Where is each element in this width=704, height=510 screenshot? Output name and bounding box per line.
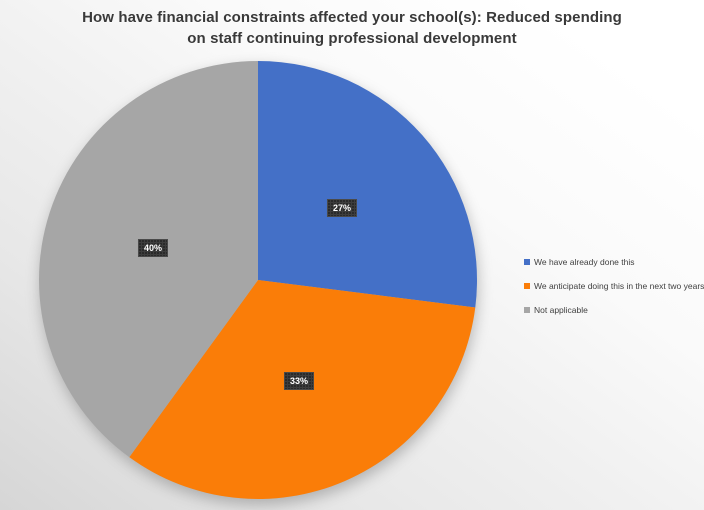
- legend: We have already done this We anticipate …: [524, 258, 704, 330]
- legend-swatch-gray-icon: [524, 307, 530, 313]
- pie-slice-not-applicable[interactable]: [39, 61, 258, 458]
- chart-title: How have financial constraints affected …: [82, 9, 622, 47]
- legend-item-not-applicable[interactable]: Not applicable: [524, 306, 704, 315]
- data-label-anticipate: 33%: [283, 372, 315, 390]
- pie-chart[interactable]: 27% 33% 40%: [38, 61, 478, 499]
- legend-label: Not applicable: [534, 305, 588, 315]
- legend-swatch-orange-icon: [524, 283, 530, 289]
- legend-label: We anticipate doing this in the next two…: [534, 281, 704, 291]
- legend-swatch-blue-icon: [524, 259, 530, 265]
- legend-label: We have already done this: [534, 257, 635, 267]
- data-label-already-done: 27%: [326, 199, 358, 217]
- data-label-not-applicable: 40%: [137, 239, 169, 257]
- legend-item-anticipate[interactable]: We anticipate doing this in the next two…: [524, 282, 704, 291]
- legend-item-already-done[interactable]: We have already done this: [524, 258, 704, 267]
- pie-slice-already-done[interactable]: [258, 61, 477, 308]
